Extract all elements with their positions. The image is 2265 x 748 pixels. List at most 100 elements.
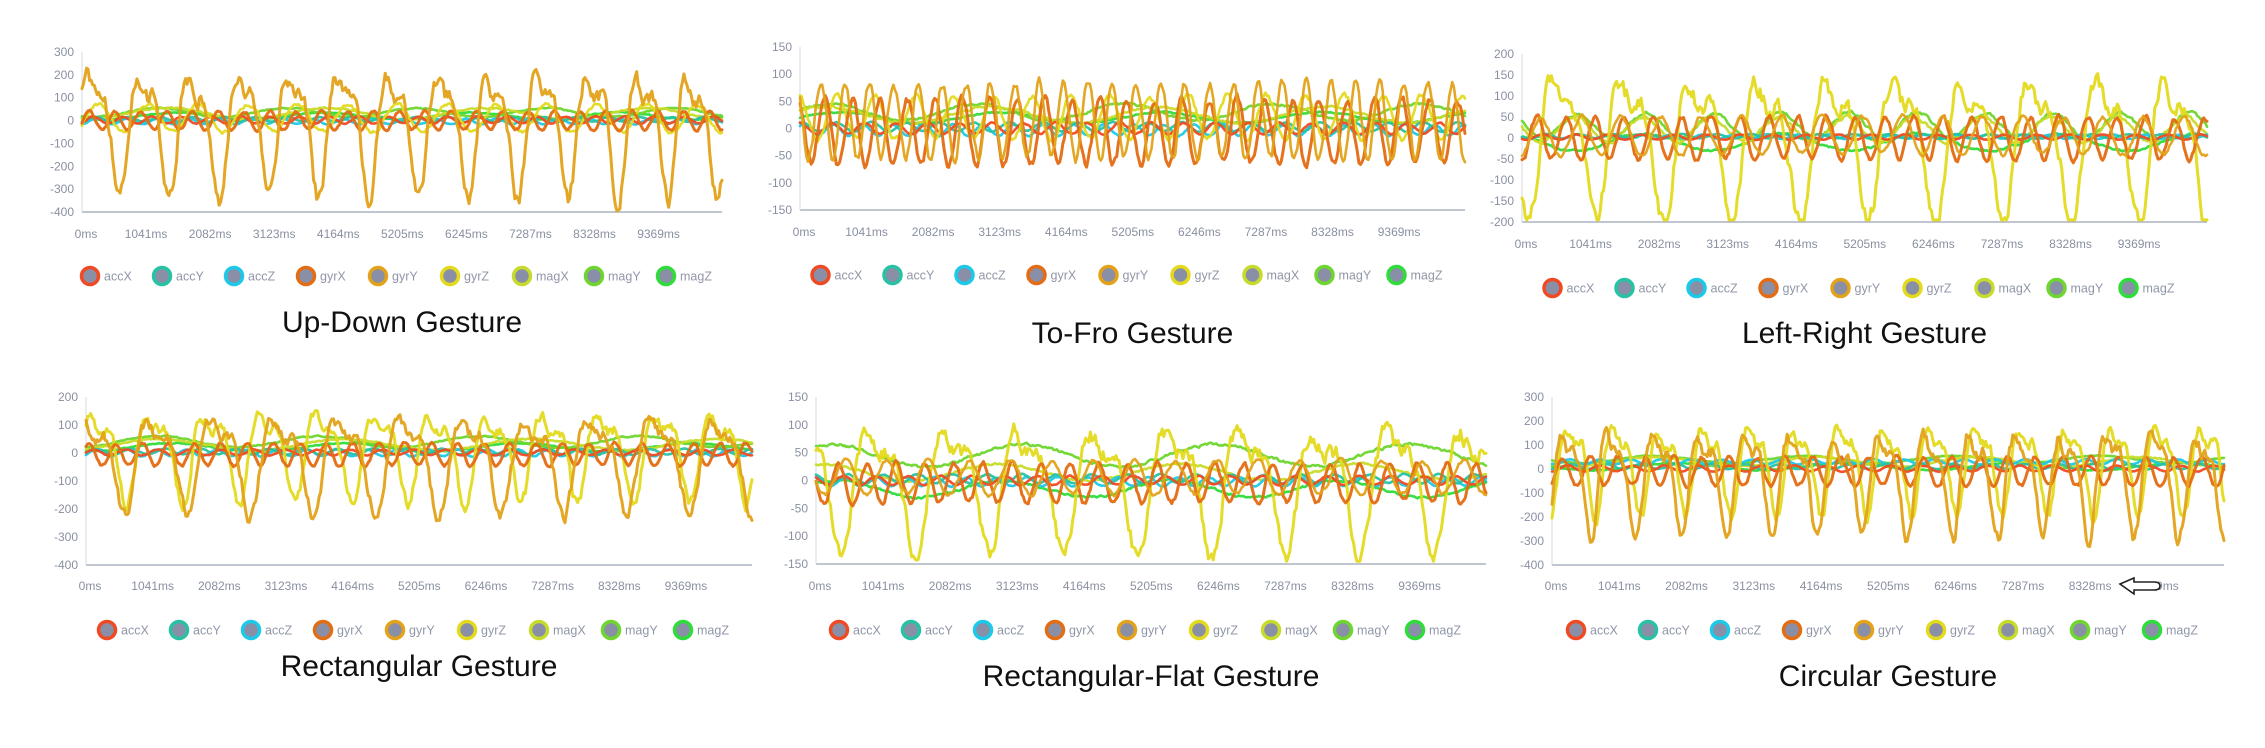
legend-item-gyrX[interactable]: gyrX	[1758, 277, 1809, 299]
legend-marker	[1925, 619, 1947, 641]
legend-label: gyrY	[1123, 269, 1149, 283]
x-tick-label: 4164ms	[1800, 579, 1843, 593]
y-tick-label: 100	[58, 418, 78, 432]
x-tick-label: 8328ms	[1311, 225, 1354, 239]
legend-item-magY[interactable]: magY	[1332, 619, 1391, 641]
legend-label: magX	[1999, 282, 2032, 296]
legend-label: magY	[1357, 624, 1390, 638]
legend-item-gyrX[interactable]: gyrX	[1026, 264, 1077, 286]
legend-item-gyrX[interactable]: gyrX	[295, 265, 347, 287]
legend-item-magY[interactable]: magY	[583, 265, 642, 287]
legend-item-magX[interactable]: magX	[1997, 619, 2056, 641]
y-tick-label: 150	[788, 390, 808, 404]
y-tick-label: -100	[784, 529, 808, 543]
legend-item-gyrZ[interactable]: gyrZ	[456, 619, 507, 641]
legend-marker	[1902, 277, 1923, 299]
legend-item-accY[interactable]: accY	[168, 619, 222, 641]
legend-item-accY[interactable]: accY	[1637, 619, 1691, 641]
x-tick-label: 0ms	[793, 225, 816, 239]
y-tick-label: 200	[1524, 414, 1544, 428]
legend-item-accY[interactable]: accY	[882, 264, 935, 286]
x-tick-label: 8328ms	[573, 227, 616, 241]
legend-item-accX[interactable]: accX	[1542, 277, 1595, 299]
scroll-left-icon[interactable]	[2118, 576, 2161, 596]
legend-item-accZ[interactable]: accZ	[972, 619, 1025, 641]
legend-item-magX[interactable]: magX	[1260, 619, 1319, 641]
legend-item-gyrY[interactable]: gyrY	[1853, 619, 1905, 641]
legend-marker	[810, 264, 831, 286]
legend-item-magZ[interactable]: magZ	[672, 619, 730, 641]
legend-item-accY[interactable]: accY	[900, 619, 954, 641]
y-tick-label: 0	[785, 122, 792, 136]
legend-item-gyrX[interactable]: gyrX	[312, 619, 364, 641]
legend-item-gyrZ[interactable]: gyrZ	[1902, 277, 1952, 299]
x-tick-label: 8328ms	[598, 579, 641, 593]
legend-item-magZ[interactable]: magZ	[2141, 619, 2199, 641]
legend-marker	[1542, 277, 1563, 299]
legend-item-magY[interactable]: magY	[2046, 277, 2104, 299]
legend-item-magZ[interactable]: magZ	[655, 265, 713, 287]
legend-item-accY[interactable]: accY	[151, 265, 205, 287]
x-tick-label: 7287ms	[509, 227, 552, 241]
legend-item-accX[interactable]: accX	[1565, 619, 1619, 641]
legend-marker	[1709, 619, 1731, 641]
legend-item-gyrZ[interactable]: gyrZ	[439, 265, 490, 287]
legend-item-gyrZ[interactable]: gyrZ	[1188, 619, 1239, 641]
legend-item-accX[interactable]: accX	[810, 264, 863, 286]
arrow-shape	[2118, 576, 2161, 596]
legend-item-magY[interactable]: magY	[1314, 264, 1372, 286]
y-tick-label: -100	[1490, 173, 1514, 187]
legend-item-accZ[interactable]: accZ	[240, 619, 293, 641]
legend-marker	[1830, 277, 1851, 299]
legend-item-accX[interactable]: accX	[828, 619, 882, 641]
legend-item-magY[interactable]: magY	[600, 619, 659, 641]
legend-item-gyrZ[interactable]: gyrZ	[1170, 264, 1220, 286]
legend-item-accZ[interactable]: accZ	[223, 265, 276, 287]
legend-label: magY	[608, 270, 641, 284]
legend-marker	[1386, 264, 1407, 286]
legend-item-gyrY[interactable]: gyrY	[384, 619, 436, 641]
legend-item-magX[interactable]: magX	[511, 265, 570, 287]
legend-item-magX[interactable]: magX	[1242, 264, 1300, 286]
legend-item-magX[interactable]: magX	[528, 619, 587, 641]
legend-item-accZ[interactable]: accZ	[1709, 619, 1762, 641]
legend-item-magZ[interactable]: magZ	[1404, 619, 1462, 641]
x-tick-label: 3123ms	[978, 225, 1021, 239]
legend-label: accY	[907, 269, 935, 283]
legend-marker	[1758, 277, 1779, 299]
legend-item-gyrY[interactable]: gyrY	[367, 265, 419, 287]
legend-marker	[600, 619, 622, 641]
legend-item-magY[interactable]: magY	[2069, 619, 2128, 641]
legend-item-gyrX[interactable]: gyrX	[1781, 619, 1833, 641]
legend-marker	[1332, 619, 1354, 641]
y-tick-label: -400	[54, 558, 78, 572]
legend-marker	[972, 619, 994, 641]
legend-item-accY[interactable]: accY	[1614, 277, 1667, 299]
x-tick-label: 1041ms	[862, 579, 905, 593]
legend-item-gyrY[interactable]: gyrY	[1116, 619, 1168, 641]
legend-label: gyrY	[392, 270, 418, 284]
legend-item-accX[interactable]: accX	[96, 619, 150, 641]
legend-marker	[1997, 619, 2019, 641]
legend-item-gyrZ[interactable]: gyrZ	[1925, 619, 1976, 641]
legend-item-gyrY[interactable]: gyrY	[1830, 277, 1881, 299]
legend-label: magY	[2071, 282, 2104, 296]
legend-item-magX[interactable]: magX	[1974, 277, 2032, 299]
legend-item-magZ[interactable]: magZ	[1386, 264, 1443, 286]
series-line-accX	[80, 114, 724, 126]
y-tick-label: -300	[1520, 534, 1544, 548]
legend-label: gyrX	[1069, 624, 1095, 638]
legend-item-accX[interactable]: accX	[79, 265, 133, 287]
x-tick-label: 0ms	[1545, 579, 1568, 593]
x-tick-label: 0ms	[1515, 237, 1538, 251]
legend-item-gyrY[interactable]: gyrY	[1098, 264, 1149, 286]
legend-item-gyrX[interactable]: gyrX	[1044, 619, 1096, 641]
legend-item-magZ[interactable]: magZ	[2118, 277, 2175, 299]
x-tick-label: 8328ms	[2049, 237, 2092, 251]
legend-item-accZ[interactable]: accZ	[954, 264, 1006, 286]
legend-item-accZ[interactable]: accZ	[1686, 277, 1738, 299]
series-line-gyrY	[1520, 113, 2209, 159]
chart-title: Rectangular-Flat Gesture	[983, 660, 1320, 693]
y-tick-label: 50	[1501, 110, 1515, 124]
